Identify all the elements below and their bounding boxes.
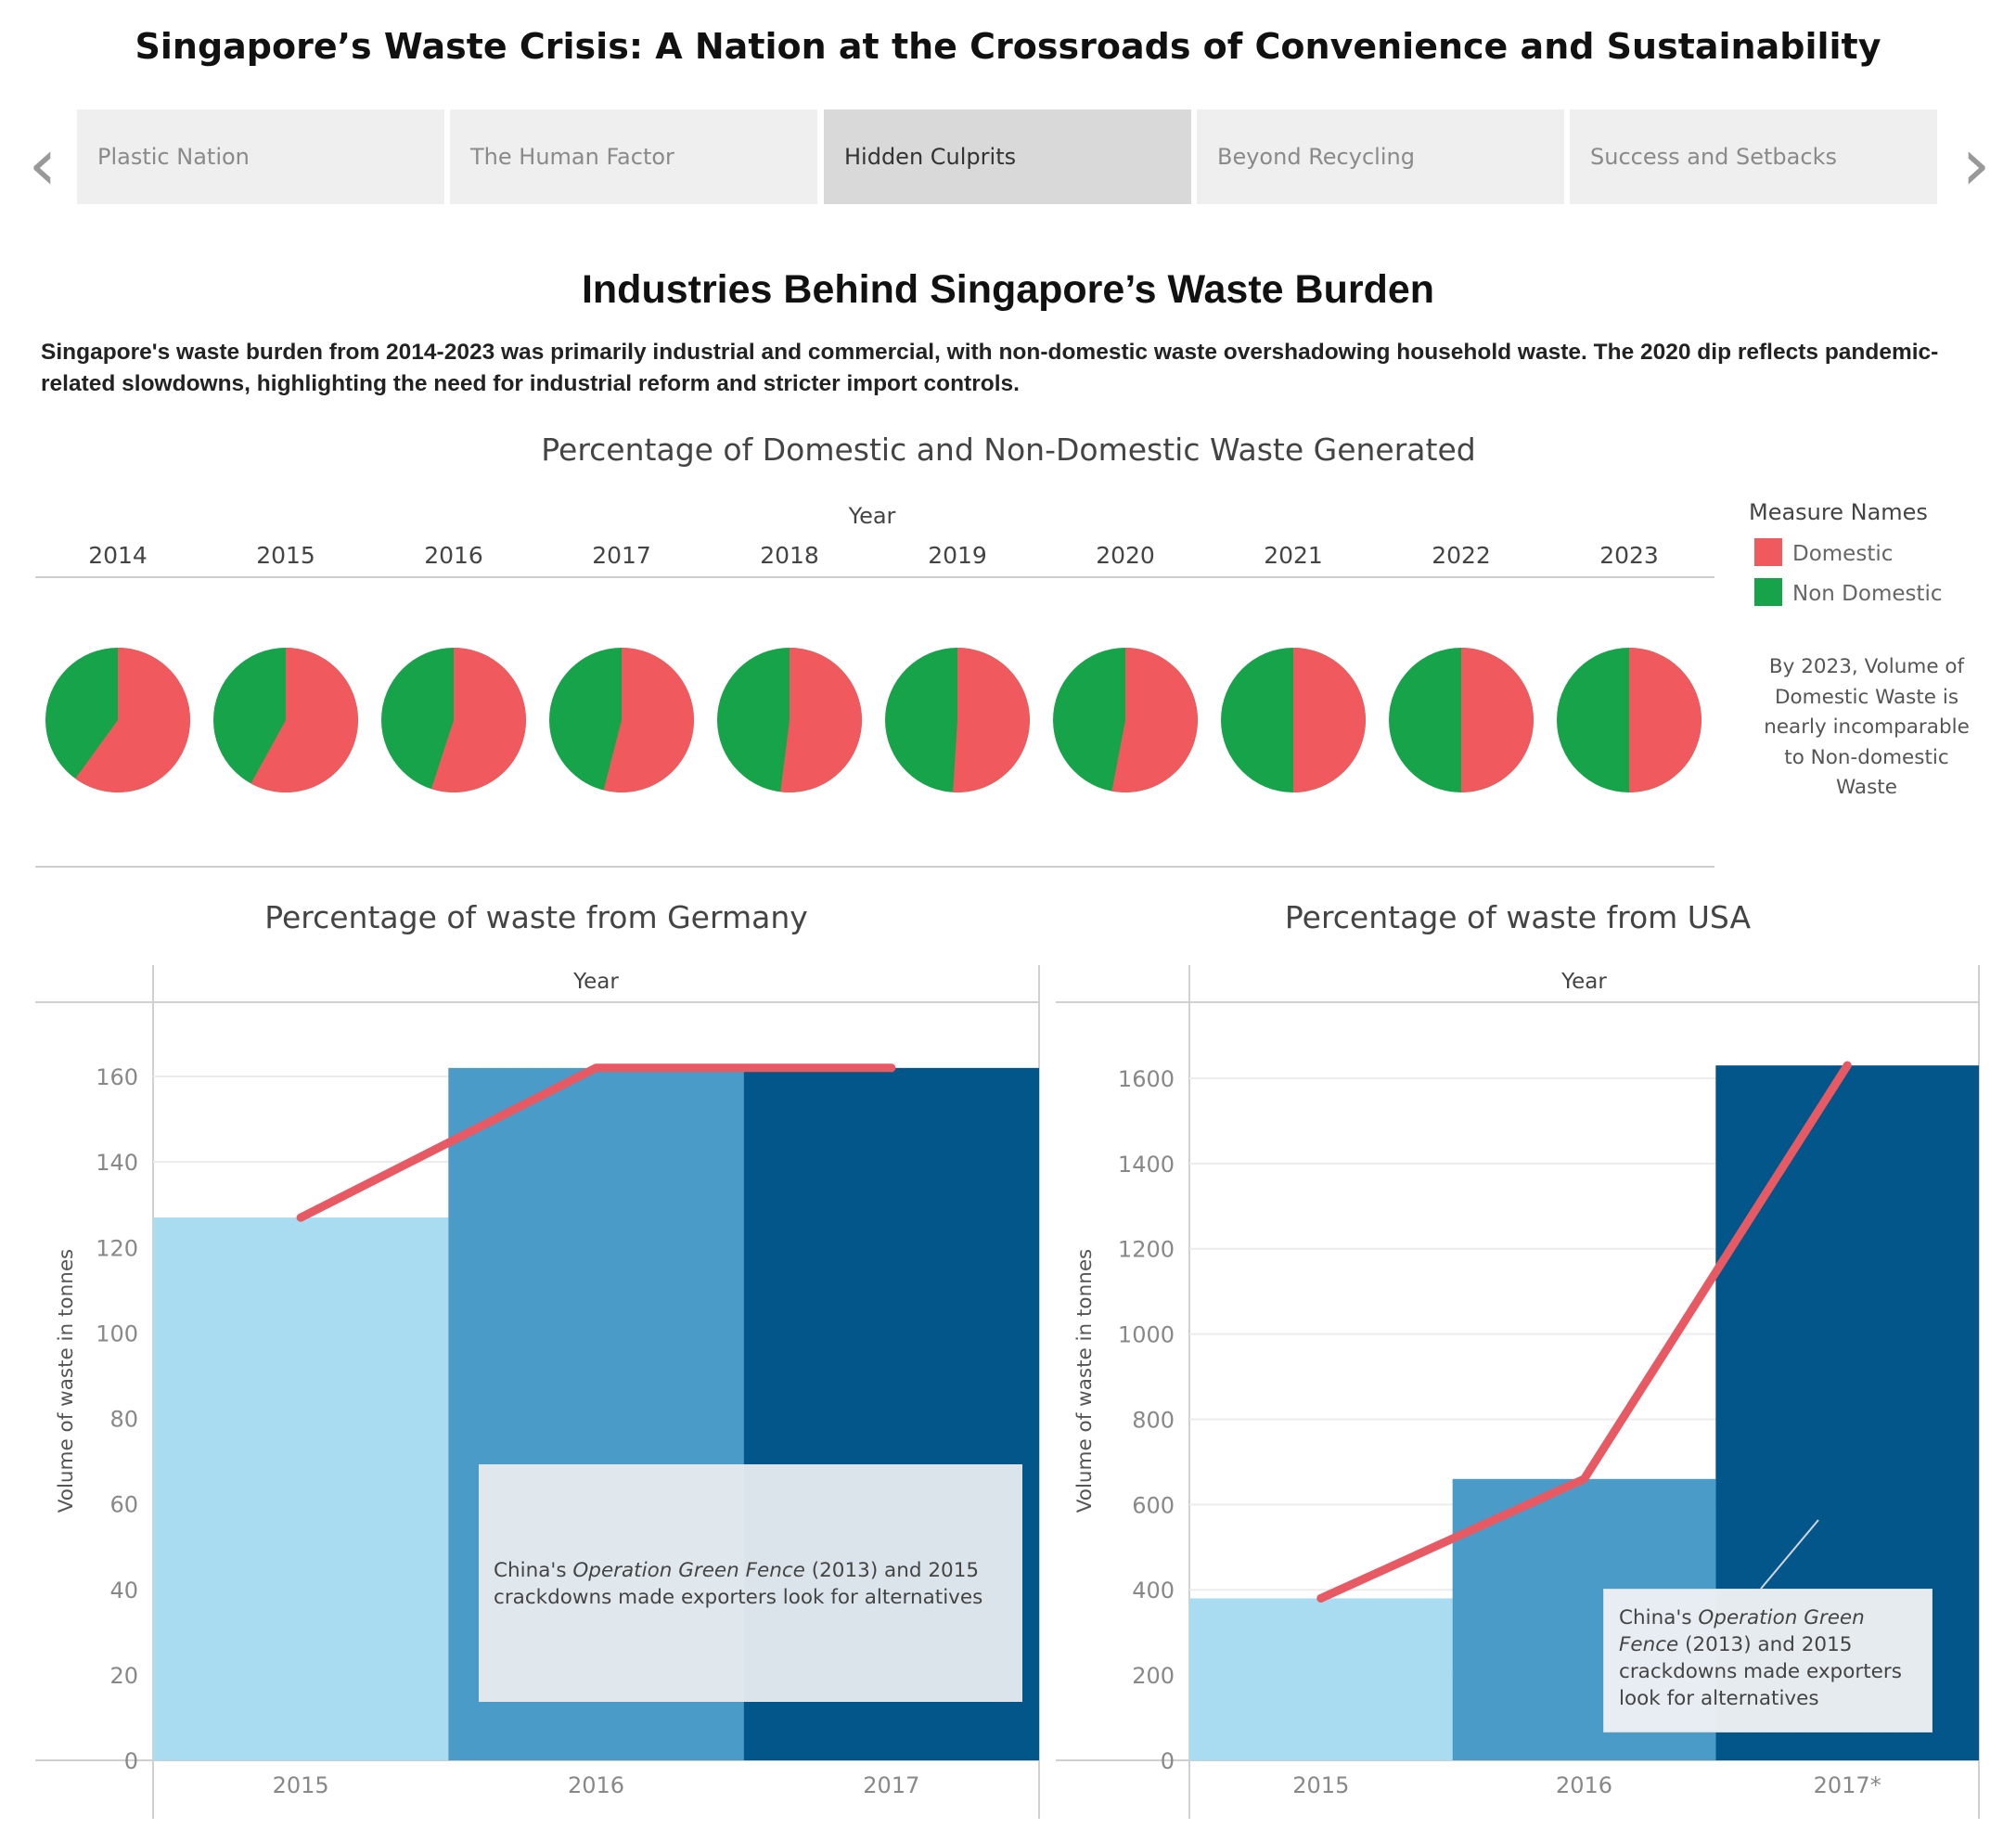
story-title: Singapore’s Waste Crisis: A Nation at th… (135, 26, 1881, 67)
tab-the-human-factor[interactable]: The Human Factor (450, 109, 817, 204)
pie-slice-domestic (430, 648, 527, 792)
tab-success-and-setbacks[interactable]: Success and Setbacks (1570, 109, 1937, 204)
y-tick-label: 20 (109, 1663, 138, 1689)
pie-slice-domestic (953, 648, 1030, 792)
x-tick-label: 2015 (273, 1772, 329, 1798)
pie-year-label: 2016 (424, 542, 483, 569)
bar-column-header: Year (1560, 970, 1607, 994)
side-note: By 2023, Volume of Domestic Waste is nea… (1764, 655, 1970, 799)
pie-slice-domestic (1461, 648, 1534, 792)
pie-slice-domestic (780, 648, 863, 792)
pie-chart-title: Percentage of Domestic and Non-Domestic … (541, 431, 1475, 468)
y-tick-label: 140 (96, 1150, 138, 1176)
bar-2015 (1189, 1598, 1453, 1760)
y-axis-title: Volume of waste in tonnes (55, 1249, 78, 1513)
y-tick-label: 200 (1132, 1663, 1175, 1689)
x-tick-label: 2016 (1556, 1772, 1612, 1798)
pie-slice-domestic (603, 648, 694, 792)
section-title: Industries Behind Singapore’s Waste Burd… (581, 267, 1435, 312)
tab-beyond-recycling[interactable]: Beyond Recycling (1197, 109, 1564, 204)
pie-year-label: 2021 (1264, 542, 1323, 569)
y-axis-title: Volume of waste in tonnes (1073, 1249, 1097, 1513)
y-tick-label: 1400 (1118, 1152, 1175, 1178)
legend-swatch-domestic (1754, 538, 1782, 566)
x-tick-label: 2017 (863, 1772, 919, 1798)
pie-chart: Percentage of Domestic and Non-Domestic … (35, 431, 1943, 868)
y-tick-label: 80 (109, 1407, 138, 1433)
x-tick-label: 2016 (568, 1772, 624, 1798)
y-tick-label: 0 (124, 1748, 138, 1774)
y-tick-label: 120 (96, 1235, 138, 1261)
y-tick-label: 1200 (1118, 1237, 1175, 1263)
pie-year-label: 2018 (760, 542, 819, 569)
pie-year-label: 2019 (928, 542, 987, 569)
pie-slice-domestic (1111, 648, 1198, 792)
y-tick-label: 400 (1132, 1578, 1175, 1604)
bar-chart-title: Percentage of waste from USA (1285, 899, 1752, 935)
bar-chart-title: Percentage of waste from Germany (264, 899, 808, 935)
next-story-point-icon[interactable]: › (1961, 123, 1991, 207)
y-tick-label: 0 (1161, 1748, 1175, 1774)
y-tick-label: 40 (109, 1578, 138, 1604)
pie-slice-domestic (75, 648, 191, 792)
x-tick-label: 2015 (1292, 1772, 1349, 1798)
pie-slice-domestic (250, 648, 359, 792)
y-tick-label: 160 (96, 1064, 138, 1090)
pie-year-label: 2015 (256, 542, 315, 569)
pie-slice-domestic (1629, 648, 1701, 792)
trend-point (887, 1063, 896, 1073)
legend-title: Measure Names (1749, 499, 1928, 525)
trend-point (1316, 1593, 1326, 1603)
section-description: Singapore's waste burden from 2014-2023 … (41, 340, 1939, 396)
y-tick-label: 1600 (1118, 1066, 1175, 1092)
pie-year-label: 2023 (1599, 542, 1659, 569)
y-tick-label: 100 (96, 1320, 138, 1346)
germany-annotation: China's Operation Green Fence (2013) and… (479, 1464, 1022, 1702)
trend-point (1843, 1061, 1852, 1070)
trend-point (296, 1213, 305, 1222)
trend-point (592, 1063, 600, 1073)
bar-column-header: Year (572, 970, 619, 994)
y-tick-label: 800 (1132, 1407, 1175, 1433)
y-tick-label: 1000 (1118, 1322, 1175, 1348)
x-tick-label: 2017* (1814, 1772, 1881, 1798)
y-tick-label: 600 (1132, 1492, 1175, 1518)
legend-label-domestic: Domestic (1792, 542, 1893, 566)
tab-hidden-culprits[interactable]: Hidden Culprits (824, 109, 1191, 204)
pie-slice-domestic (1293, 648, 1366, 792)
pie-year-label: 2020 (1096, 542, 1155, 569)
bar-2015 (153, 1217, 449, 1760)
legend-label-non-domestic: Non Domestic (1792, 582, 1943, 606)
tab-plastic-nation[interactable]: Plastic Nation (77, 109, 444, 204)
pie-year-label: 2017 (592, 542, 651, 569)
pie-year-label: 2022 (1432, 542, 1491, 569)
annotation-leader-line (1760, 1519, 1819, 1590)
y-tick-label: 60 (109, 1492, 138, 1518)
trend-point (1580, 1475, 1588, 1484)
legend-swatch-non-domestic (1754, 578, 1782, 606)
pie-column-header: Year (848, 503, 896, 529)
previous-story-point-icon[interactable]: ‹ (28, 123, 58, 207)
pie-year-label: 2014 (88, 542, 148, 569)
usa-annotation: China's Operation Green Fence (2013) and… (1603, 1589, 1933, 1732)
